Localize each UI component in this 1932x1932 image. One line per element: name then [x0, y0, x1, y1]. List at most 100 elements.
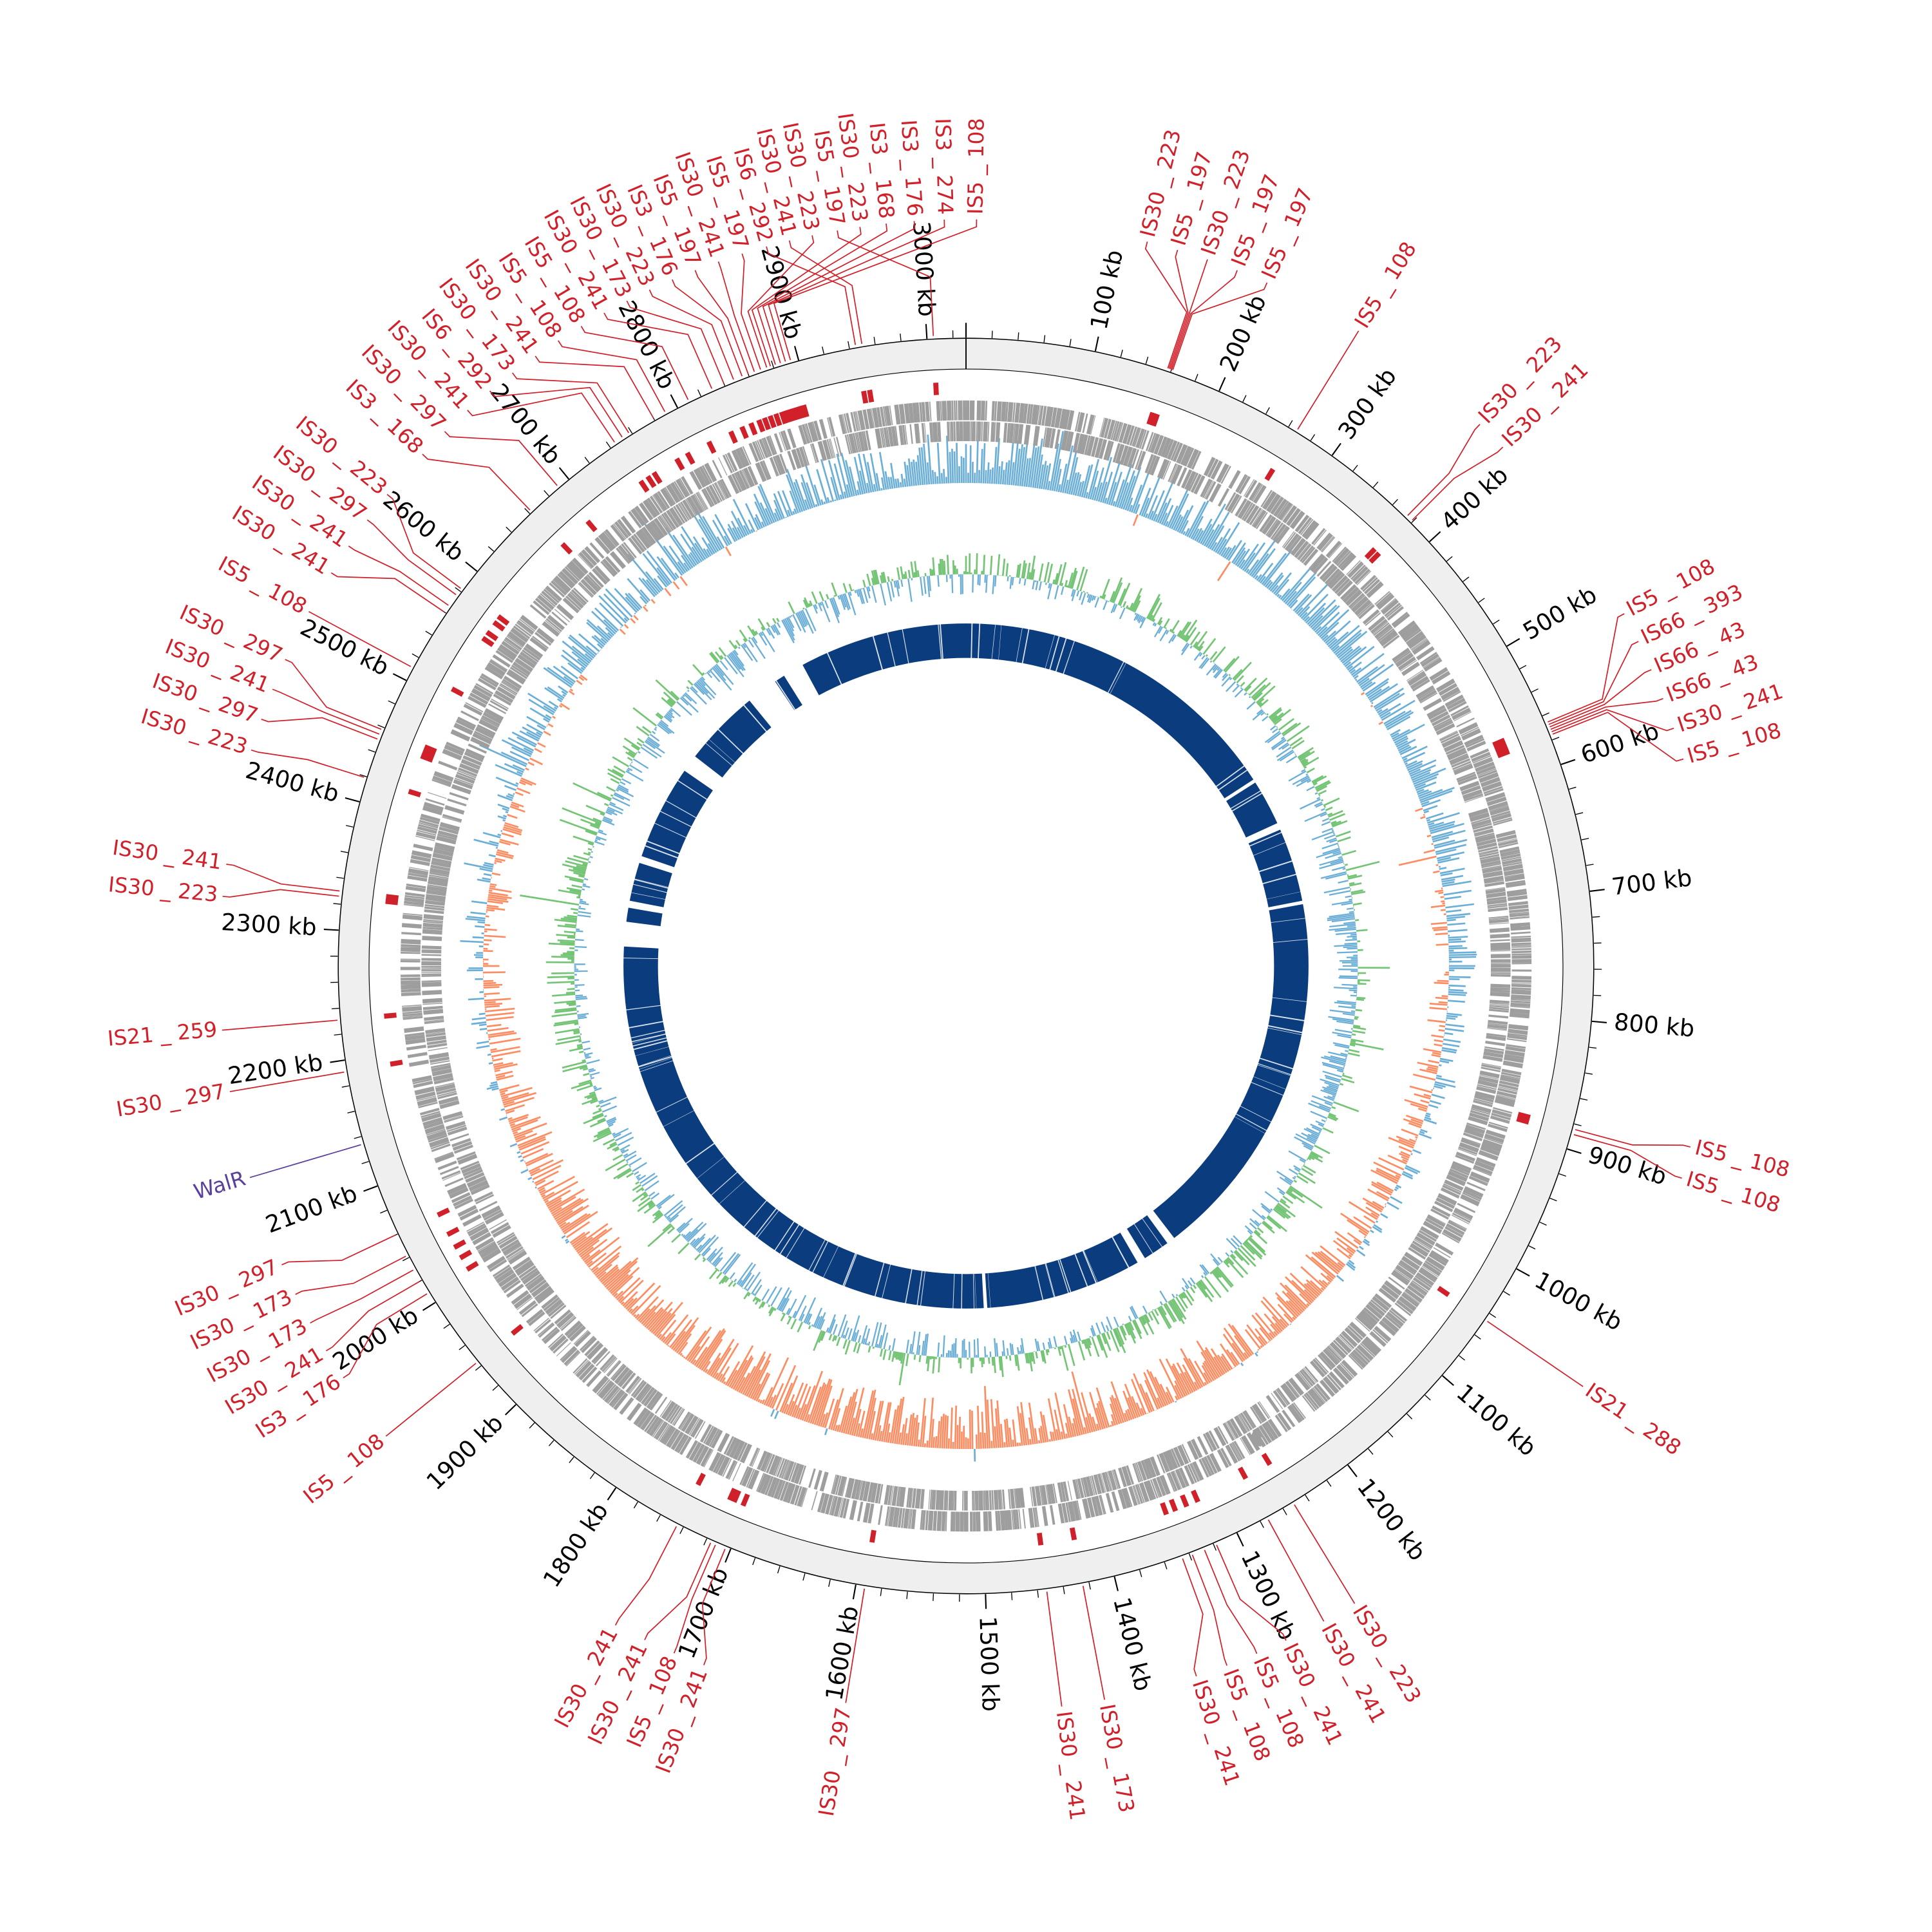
feature-connector: [603, 312, 713, 389]
is-element-mark: [1437, 1285, 1450, 1298]
minor-tick: [1542, 712, 1549, 717]
major-tick: [925, 324, 928, 339]
core-gap: [623, 922, 662, 949]
feature-connector: [512, 372, 630, 433]
feature-connector: [1294, 1504, 1356, 1604]
minor-tick: [633, 1501, 638, 1509]
feature-connector: [348, 545, 449, 606]
feature-connector: [672, 279, 743, 377]
is-element-mark: [492, 620, 506, 632]
gc-skew-positive: [460, 431, 1477, 1462]
minor-tick: [1463, 576, 1470, 582]
feature-connector: [673, 1544, 716, 1654]
genes-inner-strand: [421, 421, 1511, 1511]
major-tick: [670, 394, 678, 408]
feature-connector: [1168, 249, 1189, 369]
is-element-mark: [423, 744, 437, 754]
is-element-mark: [1261, 1452, 1273, 1466]
feature-connector: [1549, 669, 1652, 728]
minor-tick: [1585, 1072, 1593, 1075]
gc-content-negative: [574, 574, 1358, 1358]
feature-connector: [281, 1235, 396, 1265]
is-element-label: IS30 _ 297: [115, 1079, 227, 1122]
is-element-mark: [511, 1324, 524, 1336]
is-element-mark: [869, 1530, 876, 1543]
feature-connector: [226, 864, 340, 892]
feature-connector: [1407, 424, 1481, 516]
feature-connector: [285, 659, 382, 730]
is-element-mark: [446, 1226, 460, 1237]
minor-tick: [828, 1579, 831, 1587]
feature-connector: [768, 220, 945, 362]
is-element-mark: [767, 415, 777, 429]
feature-connector: [757, 223, 888, 365]
minor-tick: [1188, 1553, 1193, 1561]
minor-tick: [1120, 349, 1123, 357]
feature-connector: [535, 355, 654, 419]
core-small-gaps: [622, 622, 1309, 1310]
minor-tick: [1260, 1520, 1264, 1528]
feature-connector: [1550, 697, 1663, 730]
minor-tick: [1043, 335, 1046, 343]
is-element-mark: [420, 753, 434, 763]
is-element-mark: [1264, 468, 1276, 481]
minor-tick: [589, 1472, 595, 1479]
major-tick: [323, 929, 339, 931]
core-gap: [1223, 779, 1256, 802]
minor-tick: [1459, 1355, 1466, 1361]
is-element-label: IS30 _ 241: [1052, 1710, 1090, 1822]
minor-tick: [1580, 1098, 1588, 1101]
minor-tick: [1539, 1222, 1547, 1226]
minor-tick: [605, 441, 611, 448]
is-element-mark: [481, 636, 495, 647]
is-element-mark: [1160, 1502, 1170, 1516]
minor-tick: [544, 490, 549, 497]
minor-tick: [412, 653, 419, 658]
feature-connector: [295, 1255, 406, 1295]
is-element-mark: [796, 405, 805, 419]
feature-connector: [788, 240, 863, 344]
core-gap: [1119, 1227, 1146, 1264]
minor-tick: [402, 1256, 410, 1262]
major-tick: [422, 1302, 436, 1311]
feature-connector: [1191, 1555, 1228, 1666]
feature-connector: [1412, 446, 1504, 521]
major-tick: [363, 1185, 378, 1192]
minor-tick: [1310, 434, 1316, 441]
feature-connector: [701, 1548, 726, 1665]
feature-connector: [343, 1293, 428, 1379]
is-element-mark: [674, 457, 685, 471]
minor-tick: [368, 749, 375, 753]
is-element-mark: [1517, 1112, 1531, 1120]
ideogram-band: [338, 338, 1594, 1594]
feature-connector: [261, 717, 378, 740]
feature-connector: [614, 1526, 677, 1626]
minor-tick: [1489, 1312, 1497, 1318]
minor-tick: [752, 1557, 756, 1566]
minor-tick: [1242, 395, 1247, 402]
minor-tick: [1474, 1334, 1481, 1340]
feature-connector: [558, 340, 666, 412]
major-tick: [1347, 1464, 1358, 1477]
is-element-label: IS30 _ 223: [108, 872, 219, 907]
is-element-mark: [787, 408, 796, 422]
feature-connector: [747, 235, 815, 368]
minor-tick: [1569, 786, 1577, 790]
is-element-mark: [497, 614, 510, 626]
minor-tick: [380, 1209, 388, 1214]
minor-tick: [822, 346, 825, 354]
minor-tick: [1406, 1413, 1413, 1419]
major-tick: [794, 346, 800, 361]
feature-connector: [467, 392, 615, 443]
tick-label: 1900 kb: [421, 1409, 509, 1495]
is-element-mark: [1364, 547, 1377, 560]
tick-label: 500 kb: [1518, 581, 1602, 646]
tick-label: 700 kb: [1610, 864, 1693, 901]
minor-tick: [1195, 374, 1198, 381]
major-tick: [1567, 1148, 1582, 1154]
is-element-mark: [459, 1249, 473, 1260]
feature-connector: [249, 1144, 361, 1179]
minor-tick: [873, 337, 876, 345]
gc-skew-track: [460, 431, 1477, 1462]
feature-connector: [386, 493, 461, 589]
